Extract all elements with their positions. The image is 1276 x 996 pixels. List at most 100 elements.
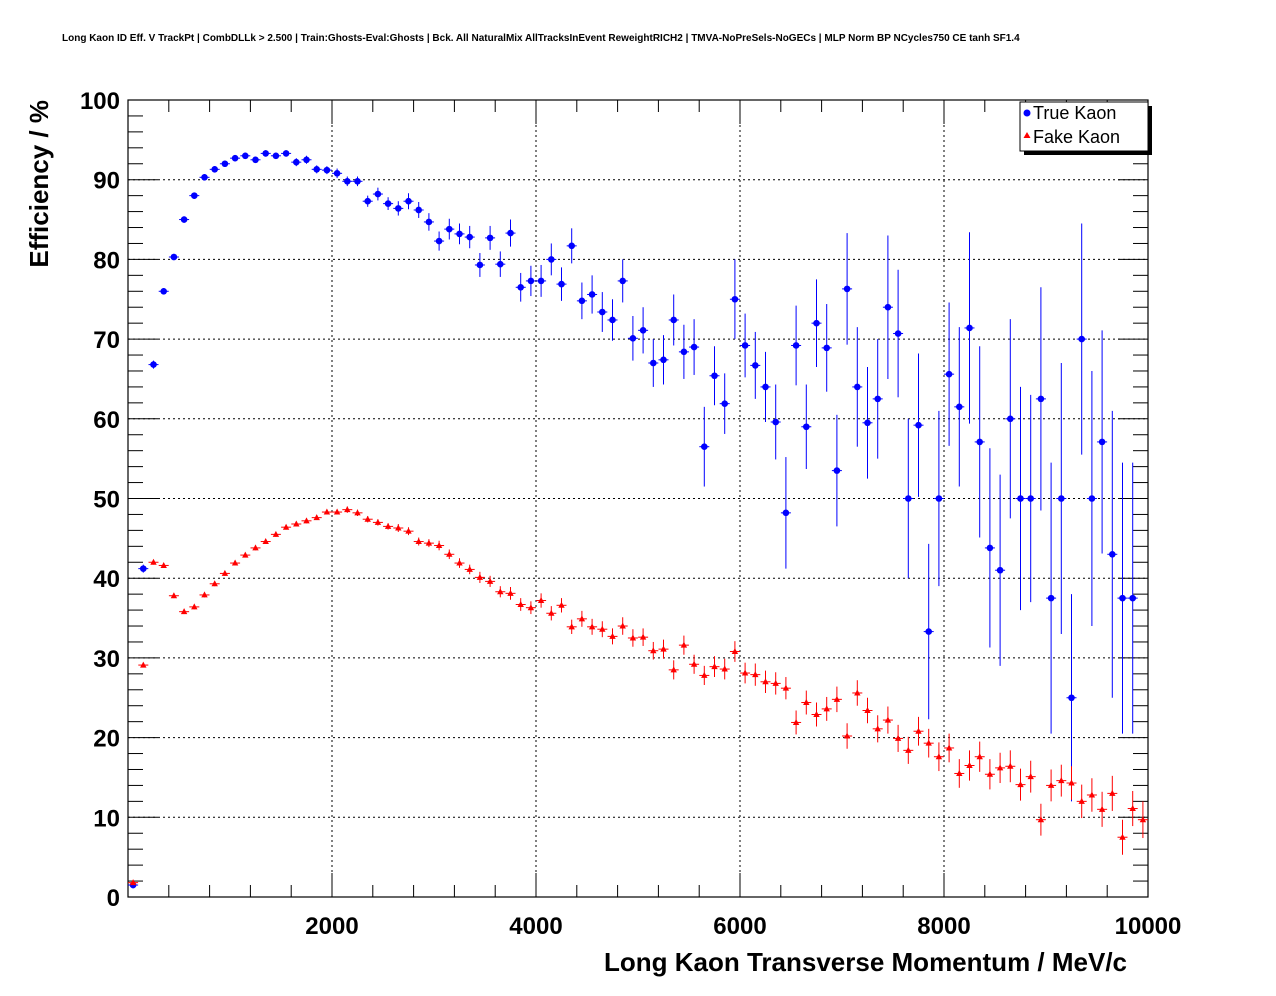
true-kaon-point xyxy=(435,237,443,245)
x-axis-title: Long Kaon Transverse Momentum / MeV/c xyxy=(604,947,1127,977)
fake-kaon-point xyxy=(731,648,739,655)
fake-kaon-point xyxy=(497,588,504,595)
true-kaon-point xyxy=(384,200,392,207)
fake-kaon-point xyxy=(537,597,545,604)
true-kaon-point xyxy=(252,156,259,164)
true-kaon-point xyxy=(1129,594,1136,602)
fake-kaon-point xyxy=(588,623,596,630)
fake-kaon-point xyxy=(160,561,167,568)
true-kaon-point xyxy=(456,230,463,238)
true-kaon-point xyxy=(915,421,922,429)
true-kaon-point xyxy=(762,383,769,391)
true-kaon-point xyxy=(1027,495,1034,502)
fake-kaon-point xyxy=(986,770,994,777)
true-kaon-point xyxy=(986,544,994,552)
true-kaon-point xyxy=(395,205,402,212)
fake-kaon-point xyxy=(650,647,657,654)
true-kaon-point xyxy=(1007,415,1014,423)
fake-kaon-point xyxy=(1058,777,1065,784)
true-kaon-point xyxy=(1047,594,1055,602)
fake-kaon-point xyxy=(221,569,229,576)
fake-kaon-point xyxy=(180,608,188,615)
fake-kaon-point xyxy=(466,565,473,572)
true-kaon-point xyxy=(507,229,514,237)
true-kaon-point xyxy=(690,343,698,351)
true-kaon-point xyxy=(1078,335,1085,343)
true-kaon-point xyxy=(425,218,433,226)
true-kaon-point xyxy=(772,418,779,426)
fake-kaon-point xyxy=(894,734,902,741)
true-kaon-point xyxy=(609,316,616,324)
true-kaon-point xyxy=(935,495,943,502)
true-kaon-point xyxy=(1058,495,1065,502)
fake-kaon-point xyxy=(558,601,565,608)
true-kaon-point xyxy=(333,170,341,177)
true-kaon-point xyxy=(405,197,412,205)
fake-kaon-point xyxy=(1129,805,1136,812)
true-kaon-point xyxy=(976,438,983,446)
true-kaon-point xyxy=(701,443,708,450)
y-axis-title: Efficiency / % xyxy=(24,100,54,268)
fake-kaon-point xyxy=(762,678,769,685)
fake-kaon-point xyxy=(996,764,1004,771)
true-kaon-point xyxy=(282,150,290,157)
y-tick-label: 70 xyxy=(93,327,120,354)
true-kaon-point xyxy=(894,330,902,337)
true-kaon-point xyxy=(629,335,637,342)
fake-kaon-point xyxy=(935,753,943,760)
true-kaon-point xyxy=(497,260,504,268)
fake-kaon-point xyxy=(619,622,626,629)
fake-kaon-point xyxy=(191,603,198,610)
true-kaon-point xyxy=(578,297,586,305)
true-kaon-point xyxy=(262,150,270,157)
true-kaon-point xyxy=(670,316,677,324)
fake-kaon-point xyxy=(609,632,616,639)
true-kaon-point xyxy=(660,356,667,364)
fake-kaon-point xyxy=(548,609,555,616)
fake-kaon-point xyxy=(262,538,269,545)
fake-kaon-point xyxy=(843,732,851,739)
fake-kaon-point xyxy=(803,699,810,706)
legend-label-fake-kaon: Fake Kaon xyxy=(1033,127,1120,147)
fake-kaon-point xyxy=(864,707,871,714)
true-kaon-point xyxy=(1119,594,1126,602)
true-kaon-point xyxy=(782,509,790,517)
true-kaon-point xyxy=(833,467,841,474)
true-kaon-point xyxy=(823,344,830,352)
true-kaon-point xyxy=(231,154,239,162)
fake-kaon-point xyxy=(252,544,259,551)
fake-kaon-point xyxy=(680,641,688,648)
chart-title: Long Kaon ID Eff. V TrackPt | CombDLLk >… xyxy=(62,33,1020,44)
y-tick-label: 0 xyxy=(107,885,120,912)
legend-box xyxy=(1019,101,1149,152)
true-kaon-point xyxy=(486,234,494,242)
true-kaon-point xyxy=(191,192,198,199)
y-tick-label: 30 xyxy=(93,646,120,673)
fake-kaon-point xyxy=(1047,781,1055,788)
true-kaon-point xyxy=(996,566,1004,574)
true-kaon-point xyxy=(1088,495,1096,502)
true-kaon-point xyxy=(374,190,382,198)
true-kaon-point xyxy=(446,225,453,233)
true-kaon-point xyxy=(711,372,718,380)
fake-kaon-point xyxy=(1088,791,1096,798)
true-kaon-point xyxy=(140,565,147,572)
x-tick-label: 2000 xyxy=(305,913,358,940)
fake-kaon-point xyxy=(435,542,443,549)
fake-kaon-point xyxy=(1078,797,1085,804)
y-tick-label: 80 xyxy=(93,247,120,274)
x-tick-label: 6000 xyxy=(713,913,766,940)
fake-kaon-point xyxy=(578,615,586,622)
true-kaon-point xyxy=(1017,495,1024,502)
true-kaon-point xyxy=(721,400,728,407)
true-kaon-point xyxy=(180,216,188,223)
true-kaon-point xyxy=(741,342,749,349)
true-kaon-point xyxy=(303,156,310,164)
fake-kaon-point xyxy=(344,506,351,513)
fake-kaon-point xyxy=(956,769,963,776)
fake-kaon-point xyxy=(670,666,677,673)
true-kaon-point xyxy=(354,177,361,185)
fake-kaon-point xyxy=(1037,816,1045,823)
true-kaon-point xyxy=(588,291,596,298)
y-tick-label: 60 xyxy=(93,407,120,434)
